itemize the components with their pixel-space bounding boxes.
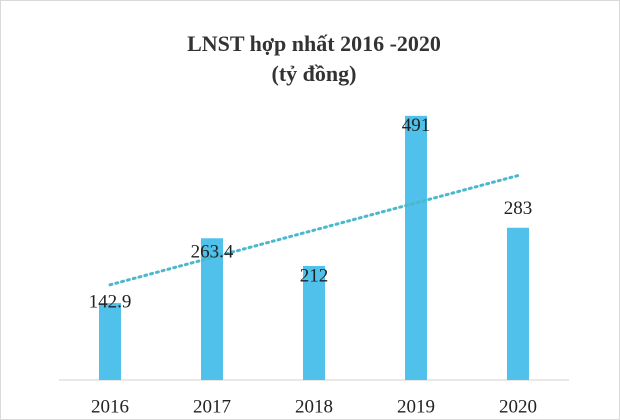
x-tick-label: 2017 bbox=[193, 396, 231, 417]
x-tick-label: 2018 bbox=[295, 396, 333, 417]
bar bbox=[303, 265, 325, 380]
bar bbox=[99, 303, 121, 380]
x-tick-label: 2020 bbox=[499, 396, 537, 417]
bar bbox=[507, 227, 529, 380]
trendline bbox=[108, 174, 520, 287]
chart-title: LNST hợp nhất 2016 -2020 bbox=[187, 31, 441, 56]
bar bbox=[405, 115, 427, 380]
data-label: 212 bbox=[300, 265, 329, 286]
chart-title: (tỷ đồng) bbox=[272, 61, 357, 86]
x-tick-label: 2016 bbox=[91, 396, 129, 417]
data-label: 283 bbox=[504, 198, 533, 219]
data-label: 491 bbox=[402, 115, 431, 136]
x-tick-label: 2019 bbox=[397, 396, 435, 417]
data-label: 263.4 bbox=[191, 242, 234, 263]
bar bbox=[201, 238, 223, 380]
data-label: 142.9 bbox=[89, 291, 132, 312]
